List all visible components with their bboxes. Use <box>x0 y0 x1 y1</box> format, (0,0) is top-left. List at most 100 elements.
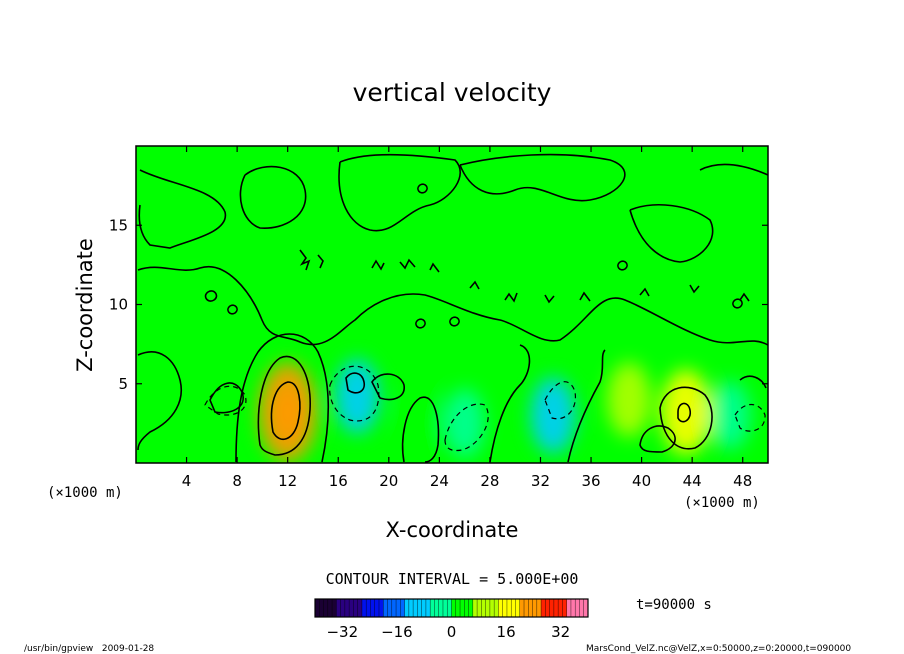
contour-line <box>299 249 750 304</box>
colorbar-frame <box>314 598 589 618</box>
y-tick-label: 5 <box>118 375 128 393</box>
colorbar-swatch <box>417 599 423 617</box>
colorbar-swatch <box>391 599 397 617</box>
colorbar-swatch <box>340 599 346 617</box>
colorbar-swatch <box>323 599 329 617</box>
contour-line <box>338 153 461 232</box>
field-feature-updraft <box>399 380 442 451</box>
contour-line <box>659 386 713 450</box>
contour-line-negative <box>734 403 766 432</box>
contour-line <box>699 163 768 176</box>
colorbar-swatch <box>451 599 457 617</box>
x-tick-label: 4 <box>182 472 192 490</box>
contour-line <box>371 373 405 401</box>
colorbar-swatch <box>349 599 354 617</box>
x-unit-left: (×1000 m) <box>47 485 123 501</box>
contour-line <box>459 153 626 202</box>
x-tick-label: 16 <box>329 472 348 490</box>
colorbar-swatch <box>408 599 414 617</box>
colorbar-swatch <box>485 599 491 617</box>
colorbar-swatch <box>442 599 448 617</box>
colorbar-swatch <box>553 599 559 617</box>
colorbar-swatch <box>396 599 401 617</box>
colorbar-swatch <box>421 599 427 617</box>
colorbar-tick-label: 16 <box>497 623 516 641</box>
colorbar-swatch <box>464 599 470 617</box>
colorbar-swatch <box>570 599 576 617</box>
contour-line-negative <box>329 365 380 422</box>
colorbar-swatch <box>455 599 461 617</box>
contour-line <box>138 169 227 249</box>
contour-line <box>489 344 531 463</box>
field-feature-core <box>274 384 301 440</box>
x-tick-label: 40 <box>632 472 651 490</box>
field-feature-updraft <box>606 362 651 437</box>
colorbar-swatch <box>481 599 487 617</box>
colorbar-swatch <box>579 599 585 617</box>
colorbar-swatch <box>502 599 508 617</box>
footer-left: /usr/bin/gpview 2009-01-28 <box>24 644 154 654</box>
colorbar-swatch <box>506 599 512 617</box>
colorbar-swatch <box>366 599 371 617</box>
colorbar-swatch <box>545 599 551 617</box>
colorbar-swatch <box>315 599 320 617</box>
contour-line <box>257 355 311 456</box>
colorbar-tick-label: −32 <box>326 623 358 641</box>
colorbar-swatch <box>327 599 333 617</box>
colorbar-swatch <box>357 599 363 617</box>
contour-line <box>137 351 182 451</box>
colorbar-swatch <box>361 599 367 617</box>
footer-right: MarsCond_VelZ.nc@VelZ,x=0:50000,z=0:2000… <box>586 644 851 654</box>
colorbar-swatch <box>519 599 525 617</box>
x-tick-label: 48 <box>733 472 752 490</box>
colorbar-swatch <box>383 599 389 617</box>
colorbar-swatch <box>378 599 384 617</box>
contour-line <box>137 265 768 346</box>
colorbar-swatch <box>332 599 337 617</box>
x-tick-label: 20 <box>379 472 398 490</box>
x-tick-label: 32 <box>531 472 550 490</box>
colorbar-swatch <box>319 599 325 617</box>
y-tick-label: 10 <box>109 296 128 314</box>
contour-line <box>345 372 366 394</box>
x-unit-right: (×1000 m) <box>684 495 760 511</box>
colorbar-swatch <box>562 599 568 617</box>
colorbar-swatch <box>583 599 589 617</box>
field-feature-downdraft <box>444 388 486 458</box>
colorbar-swatch <box>370 599 376 617</box>
colorbar-swatch <box>532 599 538 617</box>
colorbar-swatch <box>472 599 478 617</box>
contour-line <box>204 183 743 329</box>
colorbar-swatch <box>336 599 342 617</box>
y-axis-label: Z-coordinate <box>73 238 97 372</box>
colorbar: −32 −16 0 16 32 <box>314 598 589 641</box>
colorbar-tick-label: 0 <box>447 623 457 641</box>
colorbar-tick-label: 32 <box>551 623 570 641</box>
field-feature-downdraft <box>709 380 751 450</box>
colorbar-swatch <box>511 599 516 617</box>
colorbar-swatch <box>353 599 359 617</box>
colorbar-swatch <box>489 599 495 617</box>
x-tick-label: 44 <box>683 472 702 490</box>
contour-interval-text: CONTOUR INTERVAL = 5.000E+00 <box>326 570 579 588</box>
colorbar-swatch <box>536 599 542 617</box>
colorbar-tick-label: −16 <box>381 623 413 641</box>
y-tick-label: 15 <box>109 216 128 234</box>
colorbar-swatch <box>460 599 465 617</box>
colorbar-swatch <box>575 599 580 617</box>
contour-line <box>235 333 330 463</box>
contour-line-negative <box>444 403 489 452</box>
colorbar-swatch <box>549 599 555 617</box>
colorbar-swatch <box>468 599 474 617</box>
chart-title: vertical velocity <box>353 78 552 107</box>
colorbar-swatch <box>344 599 350 617</box>
field-feature-downdraft <box>530 377 576 454</box>
contour-line-negative <box>204 385 247 416</box>
x-tick-label: 12 <box>278 472 297 490</box>
colorbar-swatch <box>515 599 521 617</box>
colorbar-swatch <box>477 599 482 617</box>
plot-area <box>136 146 768 463</box>
contour-line <box>401 396 440 463</box>
x-axis-label: X-coordinate <box>386 518 519 542</box>
colorbar-swatch <box>425 599 431 617</box>
